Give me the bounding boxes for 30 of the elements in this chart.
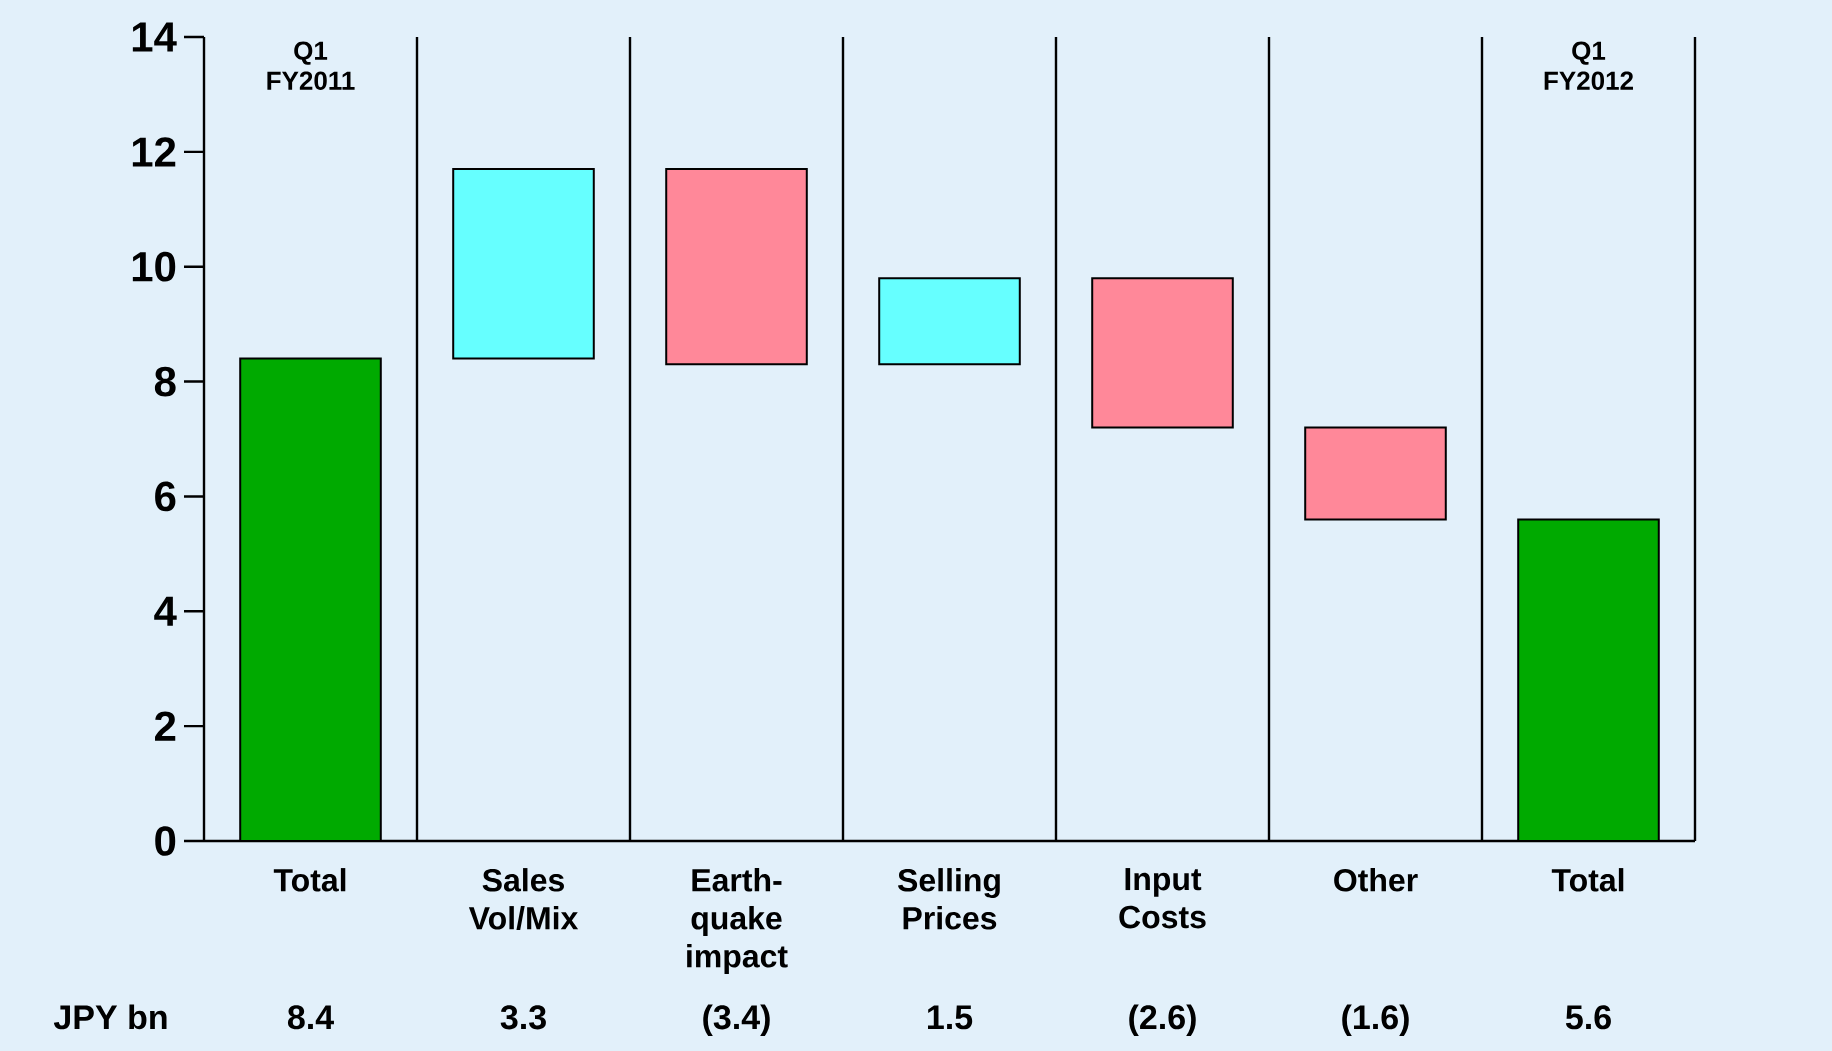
- x-tick-label: Other: [1334, 868, 1418, 892]
- bar: [452, 168, 595, 360]
- data-label: (1.6): [1342, 1004, 1409, 1037]
- y-tick-label: 2: [155, 711, 176, 741]
- data-label: 8.4: [287, 1005, 334, 1030]
- y-tick-label: 6: [155, 481, 176, 512]
- y-tick-label: 4: [154, 596, 177, 626]
- x-tick-label: Total: [273, 868, 346, 892]
- data-label: (2.6): [1129, 1004, 1196, 1037]
- bar: [1304, 426, 1447, 521]
- y-tick-label: 8: [154, 366, 176, 397]
- text: JPY bn: [53, 1004, 167, 1030]
- data-label: 5.6: [1565, 1005, 1611, 1030]
- x-tick-label: Sales Vol/Mix: [468, 868, 579, 930]
- y-tick-label: 0: [155, 826, 176, 856]
- y-tick-label: 14: [132, 22, 177, 52]
- annotation: Q1 FY2011: [267, 41, 355, 90]
- x-tick-label: Selling Prices: [897, 868, 1000, 930]
- x-tick-label: Earth-quake impact: [687, 868, 788, 974]
- data-label: 1.5: [928, 1005, 973, 1030]
- annotation: Q1 FY2012: [1544, 41, 1633, 90]
- x-tick-label: Input Costs: [1119, 868, 1206, 929]
- y-tick-label: 10: [132, 251, 176, 282]
- data-label: (3.4): [703, 1004, 770, 1037]
- bar: [1091, 277, 1234, 429]
- bar: [878, 277, 1021, 366]
- data-label: 3.3: [500, 1005, 546, 1030]
- x-tick-label: Total: [1551, 868, 1624, 892]
- y-tick-label: 12: [132, 137, 176, 167]
- bar: [665, 168, 808, 366]
